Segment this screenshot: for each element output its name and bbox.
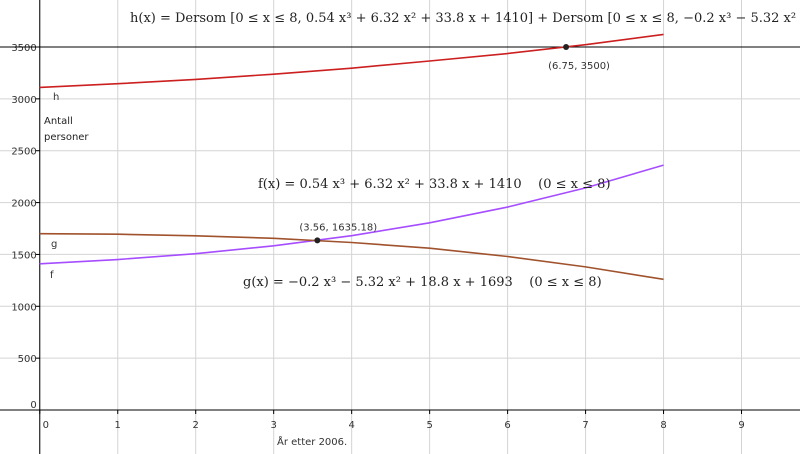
y-tick-label: 1500 xyxy=(11,250,36,261)
x-tick-label: 1 xyxy=(115,420,121,431)
formula: f(x) = 0.54 x³ + 6.32 x² + 33.8 x + 1410… xyxy=(258,177,611,192)
point xyxy=(563,43,570,50)
y-axis-label: Antall personer xyxy=(44,116,89,143)
y-tick-label: 1000 xyxy=(11,302,36,313)
y-tick-label: 0 xyxy=(30,400,36,411)
x-tick-label: 7 xyxy=(582,420,588,431)
y-tick-label: 2500 xyxy=(11,147,36,158)
x-tick-label: 2 xyxy=(193,420,199,431)
x-tick-label: 0 xyxy=(43,420,49,431)
y-tick-label: 2000 xyxy=(11,199,36,210)
x-tick-label: 3 xyxy=(270,420,276,431)
x-tick-label: 6 xyxy=(504,420,510,431)
curve xyxy=(39,164,664,265)
x-tick-label: 8 xyxy=(660,420,666,431)
x-axis-label: År etter 2006. xyxy=(277,435,347,448)
x-tick-label: 5 xyxy=(426,420,432,431)
x-tick-label: 4 xyxy=(348,420,354,431)
curve-label: h xyxy=(53,92,59,103)
y-tick-label: 3000 xyxy=(11,95,36,106)
curve xyxy=(39,232,664,281)
point-label: (6.75, 3500) xyxy=(548,61,610,72)
x-tick-label: 9 xyxy=(738,420,744,431)
formula: g(x) = −0.2 x³ − 5.32 x² + 18.8 x + 1693… xyxy=(243,275,602,290)
curve-label: f xyxy=(50,270,54,281)
curve xyxy=(39,33,664,89)
point-label: (3.56, 1635.18) xyxy=(299,222,377,233)
y-tick-label: 500 xyxy=(18,354,37,365)
formula: h(x) = Dersom [0 ≤ x ≤ 8, 0.54 x³ + 6.32… xyxy=(130,11,800,26)
curve-label: g xyxy=(51,239,57,250)
y-tick-label: 3500 xyxy=(11,43,36,54)
point xyxy=(314,237,321,244)
